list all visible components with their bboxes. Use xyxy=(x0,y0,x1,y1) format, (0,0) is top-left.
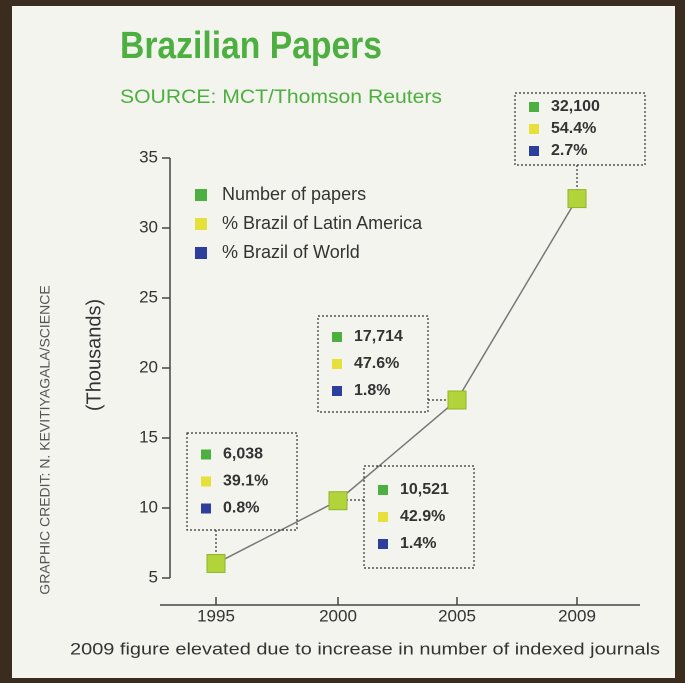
annotation-swatch xyxy=(529,124,539,134)
footnote: 2009 figure elevated due to increase in … xyxy=(70,639,660,658)
data-point xyxy=(568,190,586,208)
annotation-swatch xyxy=(332,359,342,369)
data-label: 54.4% xyxy=(551,120,596,137)
chart: Brazilian Papers SOURCE: MCT/Thomson Reu… xyxy=(0,0,685,683)
annotation-swatch xyxy=(378,539,388,549)
x-tick-label: 2009 xyxy=(558,606,596,625)
annotation-swatch xyxy=(201,450,211,460)
annotation-swatch xyxy=(201,477,211,487)
data-label: 17,714 xyxy=(354,328,403,345)
legend-swatch xyxy=(195,189,207,201)
y-tick-label: 35 xyxy=(139,147,158,166)
data-label: 6,038 xyxy=(223,446,263,463)
data-point xyxy=(329,492,347,510)
data-label: 32,100 xyxy=(551,98,600,115)
y-tick-label: 25 xyxy=(139,287,158,306)
y-tick-label: 30 xyxy=(139,217,158,236)
data-label: 1.8% xyxy=(354,382,390,399)
credit: GRAPHIC CREDIT: N. KEVITIYAGALA/SCIENCE xyxy=(37,285,53,594)
legend-label: Number of papers xyxy=(222,184,366,204)
annotation-swatch xyxy=(201,504,211,514)
data-label: 47.6% xyxy=(354,355,399,372)
data-label: 2.7% xyxy=(551,142,587,159)
data-label: 0.8% xyxy=(223,500,259,517)
x-tick-label: 2005 xyxy=(438,606,476,625)
x-tick-label: 1995 xyxy=(197,606,235,625)
data-label: 1.4% xyxy=(400,535,436,552)
annotation-swatch xyxy=(332,386,342,396)
data-point xyxy=(448,391,466,409)
annotation-swatch xyxy=(529,102,539,112)
legend-swatch xyxy=(195,218,207,230)
annotation-swatch xyxy=(332,332,342,342)
annotation-swatch xyxy=(378,512,388,522)
y-tick-label: 10 xyxy=(139,497,158,516)
legend-label: % Brazil of Latin America xyxy=(222,213,423,233)
y-tick-label: 5 xyxy=(149,567,158,586)
x-tick-label: 2000 xyxy=(319,606,357,625)
legend-label: % Brazil of World xyxy=(222,242,360,262)
annotation-swatch xyxy=(378,485,388,495)
legend-swatch xyxy=(195,247,207,259)
data-label: 10,521 xyxy=(400,481,449,498)
chart-subtitle: SOURCE: MCT/Thomson Reuters xyxy=(120,87,442,108)
chart-title: Brazilian Papers xyxy=(120,25,382,67)
y-tick-label: 15 xyxy=(139,427,158,446)
y-tick-label: 20 xyxy=(139,357,158,376)
data-point xyxy=(207,554,225,572)
annotation-swatch xyxy=(529,146,539,156)
data-label: 39.1% xyxy=(223,473,268,490)
y-axis-label: (Thousands) xyxy=(83,299,105,411)
data-label: 42.9% xyxy=(400,508,445,525)
